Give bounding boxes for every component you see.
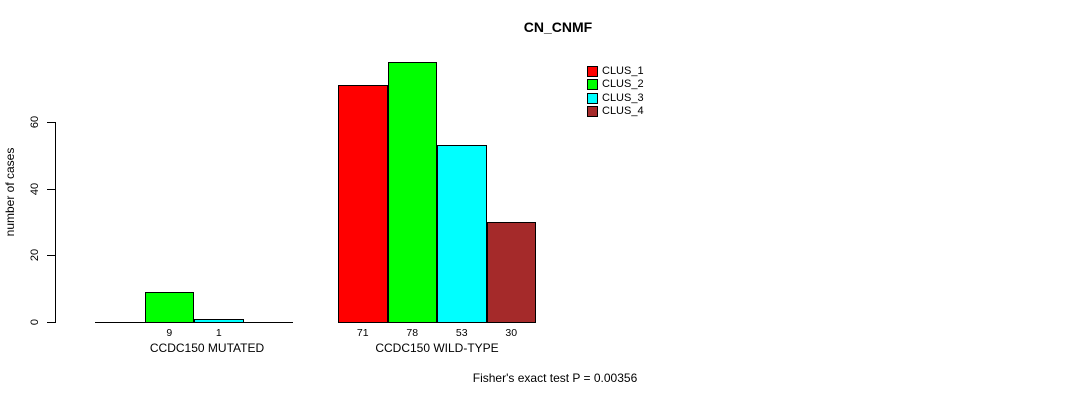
y-axis-tick — [47, 188, 56, 190]
y-axis-line — [55, 122, 56, 323]
legend-row: CLUS_3 — [587, 92, 644, 105]
legend-label: CLUS_4 — [602, 105, 644, 118]
bar-clus_2 — [144, 292, 194, 323]
y-axis-tick-label: 60 — [29, 115, 41, 129]
chart-title: CN_CNMF — [523, 19, 593, 35]
bar-value-label: 78 — [406, 326, 419, 339]
legend-label: CLUS_1 — [602, 65, 644, 78]
bar-value-label: 1 — [215, 326, 222, 339]
legend-label: CLUS_3 — [602, 91, 644, 104]
y-axis-tick — [47, 122, 56, 123]
y-axis-tick — [47, 255, 56, 257]
fisher-test-annotation: Fisher's exact test P = 0.00356 — [472, 371, 638, 385]
legend-swatch-icon — [587, 92, 598, 104]
y-axis-tick-label: 20 — [29, 249, 41, 262]
legend: CLUS_1 CLUS_2 CLUS_3 CLUS_4 — [587, 65, 644, 118]
y-axis-tick-label: 40 — [29, 182, 41, 195]
legend-swatch-icon — [587, 79, 598, 91]
y-axis-label: number of cases — [3, 147, 17, 237]
y-axis-tick — [47, 322, 56, 323]
group-label: CCDC150 MUTATED — [149, 341, 265, 355]
bar-value-label: 30 — [505, 326, 518, 339]
legend-label: CLUS_2 — [602, 78, 644, 91]
legend-swatch-icon — [587, 66, 598, 78]
legend-row: CLUS_1 — [587, 65, 644, 78]
group-label: CCDC150 WILD-TYPE — [375, 341, 499, 355]
bar-value-label: 9 — [166, 326, 173, 339]
bar-clus_3 — [437, 145, 487, 323]
bar-clus_1 — [338, 85, 388, 323]
bar-clus_3 — [194, 318, 244, 323]
y-axis-tick-label: 0 — [29, 318, 41, 326]
legend-row: CLUS_2 — [587, 78, 644, 91]
bar-value-label: 71 — [356, 326, 369, 339]
legend-swatch-icon — [587, 106, 598, 118]
bar-value-label: 53 — [455, 326, 468, 339]
legend-row: CLUS_4 — [587, 105, 644, 118]
bar-clus_2 — [387, 62, 437, 323]
bar-clus_4 — [486, 222, 536, 323]
